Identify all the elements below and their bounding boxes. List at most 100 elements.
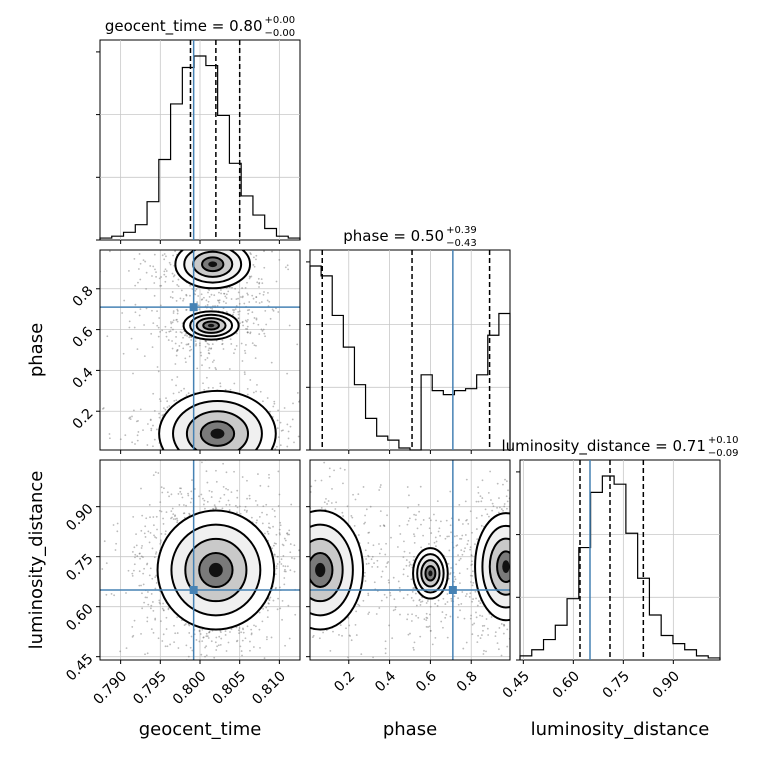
sample-point — [153, 282, 156, 284]
sample-point — [497, 511, 500, 514]
sample-point — [202, 382, 204, 385]
sample-point — [253, 344, 256, 347]
sample-point — [411, 564, 414, 566]
sample-point — [231, 286, 233, 289]
sample-point — [160, 510, 163, 513]
sample-point — [251, 241, 253, 243]
sample-point — [166, 400, 169, 403]
sample-point — [399, 590, 401, 593]
sample-point — [283, 583, 286, 586]
sample-point — [173, 624, 175, 627]
sample-point — [184, 334, 186, 337]
sample-point — [420, 523, 422, 526]
sample-point — [183, 225, 185, 227]
sample-point — [241, 296, 244, 299]
sample-point — [291, 485, 293, 487]
sample-point — [282, 604, 284, 606]
sample-point — [284, 644, 286, 647]
sample-point — [261, 522, 264, 525]
sample-point — [138, 570, 141, 573]
sample-point — [277, 311, 280, 313]
sample-point — [277, 505, 280, 507]
sample-point — [192, 243, 194, 245]
sample-point — [516, 544, 518, 546]
sample-point — [153, 409, 156, 412]
sample-point — [304, 575, 306, 577]
sample-point — [302, 590, 304, 592]
sample-point — [335, 501, 338, 504]
sample-point — [176, 632, 179, 634]
sample-point — [200, 233, 202, 235]
sample-point — [256, 519, 258, 522]
sample-point — [304, 586, 306, 588]
sample-point — [207, 637, 210, 639]
sample-point — [201, 472, 203, 474]
sample-point — [300, 596, 302, 598]
sample-point — [533, 555, 535, 557]
sample-point — [302, 536, 304, 538]
sample-point — [261, 231, 263, 233]
sample-point — [165, 270, 168, 272]
sample-point — [249, 461, 251, 463]
sample-point — [206, 464, 208, 466]
sample-point — [225, 234, 227, 236]
sample-point — [153, 253, 156, 256]
sample-point — [190, 336, 193, 339]
sample-point — [413, 648, 415, 651]
sample-point — [154, 485, 156, 487]
sample-point — [171, 507, 174, 510]
sample-point — [278, 561, 281, 563]
sample-point — [207, 291, 209, 294]
sample-point — [158, 462, 160, 464]
sample-point — [364, 549, 367, 552]
sample-point — [162, 407, 165, 410]
sample-point — [384, 647, 387, 650]
sample-point — [450, 600, 453, 602]
sample-point — [449, 572, 452, 574]
sample-point — [211, 361, 214, 363]
sample-point — [265, 638, 268, 641]
sample-point — [372, 656, 374, 659]
sample-point — [450, 597, 453, 600]
sample-point — [161, 414, 164, 417]
sample-point — [184, 466, 186, 468]
sample-point — [537, 593, 539, 595]
sample-point — [176, 312, 179, 315]
sample-point — [115, 542, 118, 545]
sample-point — [530, 539, 532, 541]
sample-point — [469, 574, 472, 577]
sample-point — [195, 344, 197, 347]
sample-point — [475, 500, 478, 503]
sample-point — [277, 436, 280, 439]
sample-point — [534, 594, 536, 596]
title-plus: +0.10 — [708, 435, 739, 446]
sample-point — [288, 637, 291, 640]
sample-point — [167, 457, 169, 459]
sample-point — [416, 527, 419, 530]
sample-point — [540, 540, 542, 542]
sample-point — [101, 568, 104, 570]
sample-point — [171, 272, 174, 275]
sample-point — [279, 521, 282, 524]
contour — [182, 310, 240, 341]
sample-point — [224, 500, 226, 502]
sample-point — [280, 563, 283, 565]
sample-point — [203, 388, 206, 391]
sample-point — [206, 500, 209, 503]
sample-point — [272, 405, 275, 408]
sample-point — [162, 523, 165, 525]
sample-point — [174, 363, 177, 365]
sample-point — [172, 319, 175, 322]
sample-point — [109, 250, 111, 253]
sample-point — [225, 471, 228, 474]
sample-point — [419, 604, 422, 606]
sample-point — [341, 634, 343, 637]
sample-point — [506, 645, 509, 648]
sample-point — [529, 632, 531, 634]
sample-point — [157, 637, 160, 640]
sample-point — [205, 470, 208, 473]
sample-point — [205, 645, 208, 648]
sample-point — [189, 646, 192, 649]
sample-point — [346, 505, 349, 508]
sample-point — [511, 536, 513, 538]
